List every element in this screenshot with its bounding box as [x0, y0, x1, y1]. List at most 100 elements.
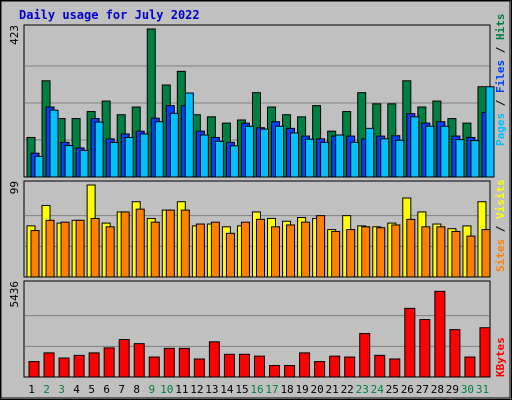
x-tick-label: 3 [58, 383, 65, 396]
bar-kbytes-day-21 [329, 355, 341, 378]
x-tick-label: 2 [43, 383, 50, 396]
bar-kbytes-day-12 [193, 358, 205, 378]
x-tick-label: 7 [118, 383, 125, 396]
bar-sites-day-18 [286, 224, 296, 278]
bar-pages-day-9 [154, 121, 164, 178]
x-tick-label: 31 [476, 383, 489, 396]
bar-pages-day-12 [199, 134, 209, 178]
x-tick-label: 16 [250, 383, 263, 396]
bar-pages-day-2 [49, 109, 59, 178]
bar-kbytes-day-18 [284, 365, 296, 378]
bar-sites-day-22 [346, 229, 356, 278]
x-tick-label: 5 [88, 383, 95, 396]
x-tick-label: 17 [265, 383, 278, 396]
bar-pages-day-25 [395, 139, 405, 178]
panel-visits-sites [23, 180, 491, 278]
bar-pages-day-17 [275, 125, 285, 178]
bar-sites-day-2 [45, 219, 55, 278]
bar-sites-day-7 [120, 211, 130, 278]
bar-sites-day-29 [451, 230, 461, 278]
bar-sites-day-8 [135, 208, 145, 278]
bar-pages-day-28 [440, 125, 450, 178]
bar-sites-day-19 [301, 221, 311, 278]
legend-text: Pages / Files / Hits [494, 14, 507, 147]
legend-visits-sites: Sites / Visits [494, 179, 507, 272]
bar-sites-day-15 [240, 221, 250, 278]
bar-pages-day-22 [350, 141, 360, 178]
x-tick-label: 19 [295, 383, 308, 396]
bar-pages-day-11 [184, 92, 194, 178]
bar-kbytes-day-6 [103, 347, 115, 378]
bar-sites-day-25 [391, 224, 401, 278]
bar-sites-day-3 [60, 221, 70, 278]
x-tick-label: 8 [133, 383, 140, 396]
x-tick-label: 1 [28, 383, 35, 396]
bar-pages-day-4 [79, 149, 89, 178]
legend-item-hits: Hits [494, 14, 507, 41]
x-tick-label: 24 [371, 383, 385, 396]
bar-kbytes-day-31 [479, 327, 491, 378]
x-tick-label: 6 [103, 383, 110, 396]
x-tick-label: 10 [160, 383, 173, 396]
bar-kbytes-day-25 [389, 358, 401, 378]
bar-kbytes-day-13 [208, 341, 220, 378]
bar-pages-day-20 [320, 141, 330, 178]
x-tick-label: 27 [416, 383, 429, 396]
bar-sites-day-16 [255, 218, 265, 278]
bar-sites-day-31 [481, 229, 491, 278]
legend-item-visits: Visits [494, 179, 507, 219]
bar-sites-day-23 [361, 226, 371, 278]
bar-pages-day-21 [335, 134, 345, 178]
bar-pages-day-23 [365, 127, 375, 178]
bar-kbytes-day-10 [163, 347, 175, 378]
bar-kbytes-day-19 [299, 352, 311, 378]
panel-hits-files-pages [23, 24, 495, 178]
bar-kbytes-day-26 [404, 307, 416, 378]
bar-sites-day-5 [90, 217, 100, 278]
bar-kbytes-day-20 [314, 361, 326, 378]
bar-sites-day-28 [436, 226, 446, 278]
bar-pages-day-13 [214, 140, 224, 178]
bar-pages-day-5 [94, 121, 104, 178]
x-tick-label: 4 [73, 383, 80, 396]
bar-kbytes-day-2 [43, 352, 55, 378]
bar-pages-day-1 [34, 155, 44, 178]
bar-sites-day-21 [331, 230, 341, 278]
bar-sites-day-1 [30, 230, 40, 278]
x-tick-label: 29 [446, 383, 459, 396]
bar-kbytes-day-11 [178, 347, 190, 378]
bar-pages-day-14 [229, 145, 239, 178]
x-tick-label: 26 [401, 383, 414, 396]
chart-title: Daily usage for July 2022 [19, 8, 200, 22]
bar-kbytes-day-4 [73, 354, 85, 378]
y-max-label-visits: 99 [8, 181, 21, 194]
x-tick-label: 28 [431, 383, 444, 396]
legend-text: KBytes [494, 337, 507, 377]
x-tick-label: 9 [148, 383, 155, 396]
x-tick-label: 30 [461, 383, 474, 396]
bar-kbytes-day-22 [344, 356, 356, 378]
bar-kbytes-day-16 [253, 355, 265, 378]
x-tick-label: 25 [386, 383, 399, 396]
bar-pages-day-24 [380, 138, 390, 178]
legend-kbytes: KBytes [494, 337, 507, 377]
legend-separator: / [494, 40, 507, 60]
bar-pages-day-30 [470, 140, 480, 178]
legend-item-kbytes: KBytes [494, 337, 507, 377]
legend-separator: / [494, 93, 507, 113]
bar-sites-day-10 [165, 209, 175, 278]
x-tick-label: 22 [341, 383, 354, 396]
bar-kbytes-day-24 [374, 354, 386, 378]
bar-pages-day-10 [169, 112, 179, 178]
bar-pages-day-18 [290, 132, 300, 178]
x-tick-label: 12 [190, 383, 203, 396]
bar-kbytes-day-28 [434, 290, 446, 378]
bar-pages-day-8 [139, 133, 149, 178]
bar-sites-day-27 [421, 226, 431, 278]
bar-kbytes-day-29 [449, 329, 461, 378]
bar-sites-day-20 [316, 215, 326, 278]
bar-sites-day-17 [271, 226, 281, 278]
bar-pages-day-31 [485, 86, 495, 178]
bar-kbytes-day-3 [58, 357, 70, 378]
